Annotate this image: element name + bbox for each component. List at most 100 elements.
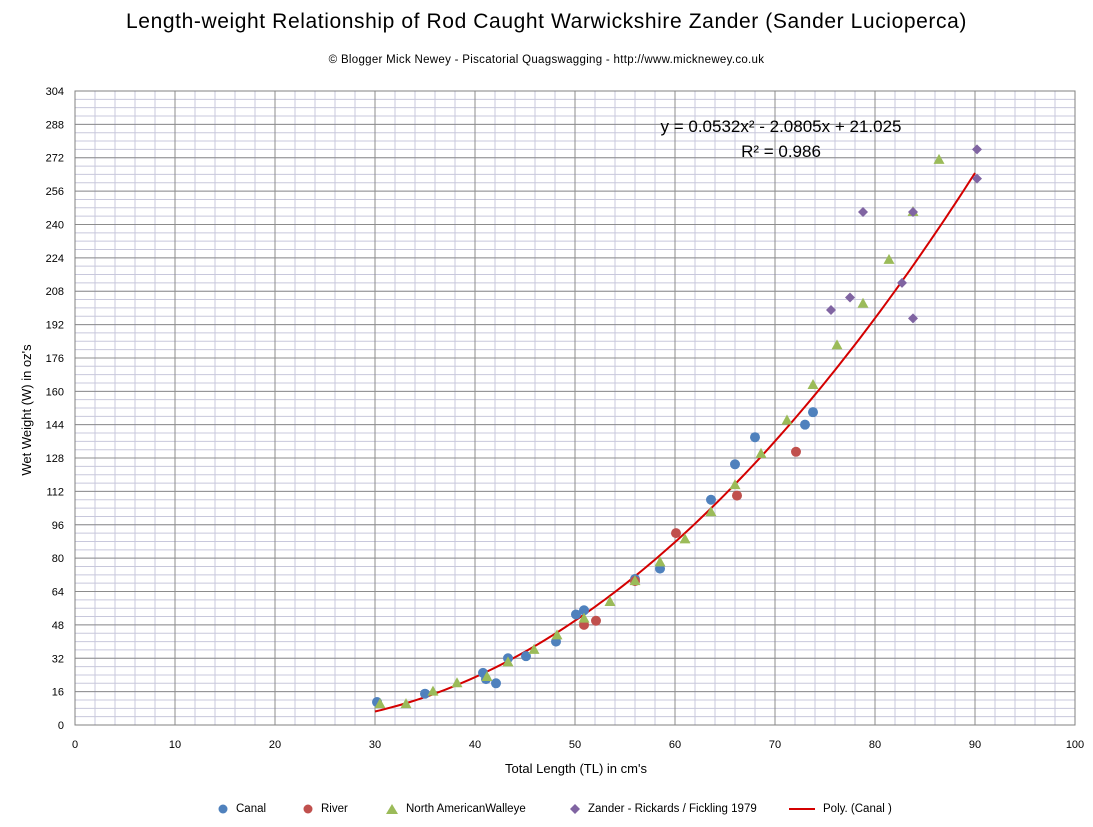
legend-item-walleye[interactable]: North AmericanWalleye xyxy=(386,803,526,815)
x-tick-label: 0 xyxy=(72,739,78,751)
plot-area-border xyxy=(74,90,1076,726)
x-tick-label: 100 xyxy=(1066,739,1084,751)
data-point xyxy=(654,556,666,567)
data-point xyxy=(807,379,819,390)
data-point xyxy=(858,206,868,217)
x-tick-label: 90 xyxy=(969,739,981,751)
data-point xyxy=(451,677,463,688)
data-point xyxy=(729,479,741,490)
data-point xyxy=(791,446,801,457)
data-point xyxy=(933,153,945,164)
data-point xyxy=(420,688,430,699)
data-point xyxy=(908,313,918,324)
data-point xyxy=(671,528,681,539)
y-tick-label: 304 xyxy=(46,86,64,98)
data-point xyxy=(808,407,818,418)
data-point xyxy=(908,206,918,217)
data-point xyxy=(502,656,514,667)
x-tick-label: 20 xyxy=(269,739,281,751)
data-point xyxy=(578,612,590,623)
y-tick-label: 96 xyxy=(52,520,64,532)
data-point xyxy=(750,432,760,443)
legend-circle-icon-river xyxy=(303,804,313,814)
data-point xyxy=(857,297,869,308)
y-tick-label: 208 xyxy=(46,286,64,298)
data-point xyxy=(374,698,386,709)
legend-label-river: River xyxy=(321,803,348,815)
y-tick-label: 224 xyxy=(46,253,64,265)
data-point xyxy=(528,643,540,654)
data-point xyxy=(705,506,717,517)
data-point xyxy=(732,490,742,501)
data-point xyxy=(427,685,439,696)
legend-item-river[interactable]: River xyxy=(303,803,348,815)
legend-triangle-icon-walleye xyxy=(386,804,398,814)
y-axis-tick-labels: 0 16 32 48 64 80 96 112 128 144 160 176 192 208 224 240… xyxy=(46,86,64,732)
x-tick-label: 80 xyxy=(869,739,881,751)
series-3 xyxy=(826,144,982,324)
data-point xyxy=(571,609,581,620)
y-tick-label: 48 xyxy=(52,620,64,632)
data-point xyxy=(826,304,836,315)
y-tick-label: 288 xyxy=(46,119,64,131)
data-point xyxy=(551,629,563,640)
data-point xyxy=(831,339,843,350)
legend-item-zander-rickards[interactable]: Zander - Rickards / Fickling 1979 xyxy=(570,803,757,815)
data-point xyxy=(579,605,589,616)
legend-label-poly-canal: Poly. (Canal ) xyxy=(823,803,892,815)
polynomial-trendline xyxy=(374,172,976,713)
legend-label-walleye: North AmericanWalleye xyxy=(406,803,526,815)
x-tick-label: 70 xyxy=(769,739,781,751)
x-axis-tick-labels: 0 10 20 30 40 50 60 70 80 90 100 xyxy=(72,739,1084,751)
y-tick-label: 112 xyxy=(46,486,64,498)
r-squared-label: R² = 0.986 xyxy=(741,142,821,161)
data-point xyxy=(972,173,982,184)
data-point xyxy=(591,615,601,626)
series-0 xyxy=(372,407,818,708)
x-axis-label: Total Length (TL) in cm's xyxy=(505,761,647,776)
trendline-equation: y = 0.0532x² - 2.0805x + 21.025 xyxy=(660,117,901,136)
y-axis-label: Wet Weight (W) in oz's xyxy=(19,344,34,476)
data-point xyxy=(400,698,412,709)
data-point xyxy=(491,678,501,689)
y-tick-label: 144 xyxy=(46,420,64,432)
legend-label-canal: Canal xyxy=(236,803,267,815)
data-point xyxy=(521,651,531,662)
data-point xyxy=(706,494,716,505)
legend-item-canal[interactable]: Canal xyxy=(218,803,266,815)
y-tick-label: 272 xyxy=(46,153,64,165)
data-point xyxy=(629,575,641,586)
legend-circle-icon-canal xyxy=(218,804,228,814)
legend-diamond-icon-zander xyxy=(570,804,580,814)
data-point xyxy=(730,459,740,470)
data-point xyxy=(845,292,855,303)
data-point xyxy=(755,447,767,458)
data-point xyxy=(481,671,493,682)
data-point xyxy=(897,277,907,288)
chart-subtitle: © Blogger Mick Newey - Piscatorial Quags… xyxy=(328,54,765,66)
y-tick-label: 0 xyxy=(58,720,64,732)
y-tick-label: 16 xyxy=(52,687,64,699)
legend-line-icon-poly xyxy=(789,808,815,810)
x-tick-label: 10 xyxy=(169,739,181,751)
data-point xyxy=(883,253,895,264)
data-point xyxy=(679,533,691,544)
chart: 0 10 20 30 40 50 60 70 80 90 100 0 16 32 48 64 80 96 112 1… xyxy=(19,86,1084,776)
y-tick-label: 64 xyxy=(52,587,64,599)
y-tick-label: 32 xyxy=(52,653,64,665)
data-point xyxy=(604,595,616,606)
y-tick-label: 240 xyxy=(46,219,64,231)
data-point xyxy=(972,144,982,155)
data-points xyxy=(372,144,982,709)
y-tick-label: 160 xyxy=(46,386,64,398)
y-tick-label: 128 xyxy=(46,453,64,465)
y-tick-label: 256 xyxy=(46,186,64,198)
legend-label-zander-rickards: Zander - Rickards / Fickling 1979 xyxy=(588,803,757,815)
data-point xyxy=(781,414,793,425)
legend-item-poly-canal[interactable]: Poly. (Canal ) xyxy=(789,803,892,815)
data-point xyxy=(800,419,810,430)
y-tick-label: 80 xyxy=(52,553,64,565)
y-tick-label: 192 xyxy=(46,320,64,332)
x-tick-label: 30 xyxy=(369,739,381,751)
x-tick-label: 60 xyxy=(669,739,681,751)
